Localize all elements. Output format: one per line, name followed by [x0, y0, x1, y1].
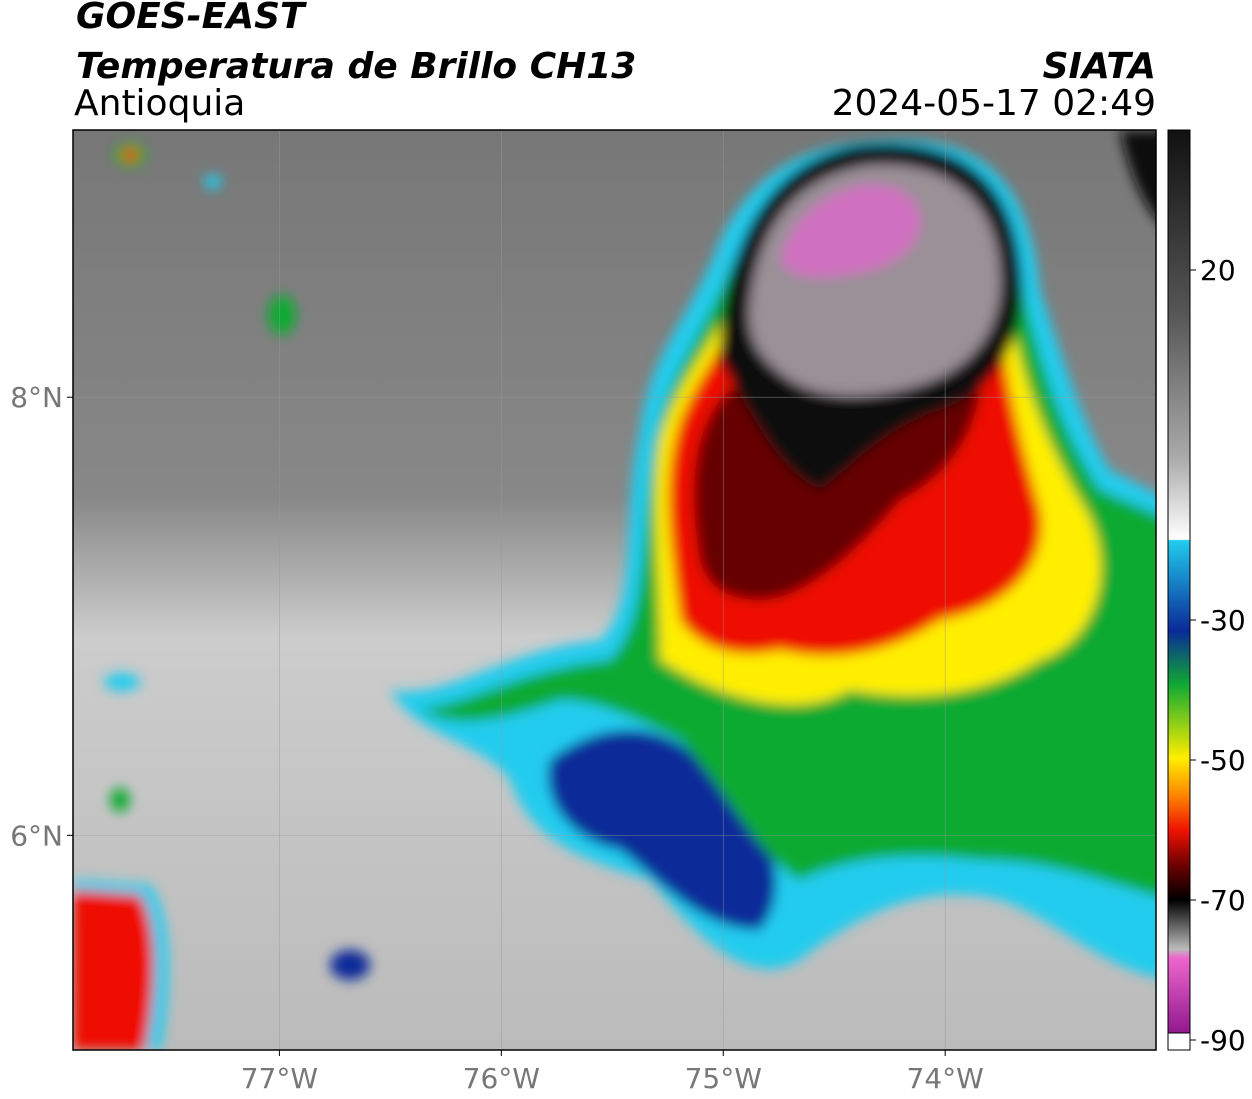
x-tick-label: 74°W — [907, 1062, 984, 1095]
colorbar-tick-label: -70 — [1200, 884, 1246, 917]
colorbar — [1167, 129, 1191, 1041]
colorbar-extension — [1167, 1032, 1191, 1051]
colorbar-tick-label: -30 — [1200, 604, 1246, 637]
map-frame — [72, 129, 1157, 1051]
colorbar-tick-label: -90 — [1200, 1024, 1246, 1057]
y-tick-label: 8°N — [10, 381, 63, 414]
datetime: 2024-05-17 02:49 — [832, 83, 1156, 124]
y-tick-label: 6°N — [10, 819, 63, 852]
source: SIATA — [1043, 46, 1156, 87]
map-image — [73, 130, 1156, 1050]
subtitle: Temperatura de Brillo CH13 — [76, 46, 636, 87]
title: GOES-EAST — [76, 0, 307, 37]
x-tick-label: 76°W — [463, 1062, 540, 1095]
x-tick-label: 77°W — [241, 1062, 318, 1095]
region: Antioquia — [74, 83, 245, 124]
colorbar-tick-label: -50 — [1200, 744, 1246, 777]
colorbar-tick-label: 20 — [1200, 254, 1236, 287]
x-tick-label: 75°W — [685, 1062, 762, 1095]
graticule — [73, 130, 1156, 1050]
